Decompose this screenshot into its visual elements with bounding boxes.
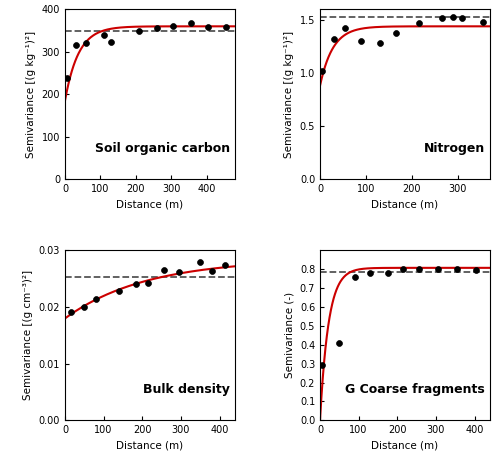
Y-axis label: Semivariance [(g kg⁻¹)²]: Semivariance [(g kg⁻¹)²] [26, 31, 36, 158]
Point [384, 269, 392, 277]
Point [196, 258, 204, 266]
Point [318, 67, 326, 75]
Point [115, 288, 123, 295]
Point [479, 18, 487, 26]
Point [222, 261, 230, 269]
Point [92, 295, 100, 302]
Point [336, 339, 344, 347]
Text: Soil organic carbon: Soil organic carbon [95, 142, 230, 155]
Text: G Coarse fragments: G Coarse fragments [345, 383, 485, 396]
Point [63, 74, 71, 82]
Point [351, 273, 359, 281]
Point [222, 23, 230, 31]
Point [434, 266, 442, 273]
Point [330, 35, 338, 43]
Point [453, 266, 461, 273]
Point [399, 266, 407, 273]
Point [376, 40, 384, 47]
Point [80, 304, 88, 311]
Point [175, 268, 183, 276]
Point [72, 42, 80, 49]
Point [144, 279, 152, 286]
X-axis label: Distance (m): Distance (m) [372, 441, 438, 451]
Point [208, 268, 216, 275]
Y-axis label: Semivariance [(g cm⁻³)²]: Semivariance [(g cm⁻³)²] [23, 270, 33, 401]
Point [169, 22, 177, 30]
Point [392, 29, 400, 36]
Point [186, 20, 194, 27]
Point [67, 308, 75, 315]
Point [132, 281, 140, 288]
Point [358, 37, 366, 45]
Point [472, 266, 480, 274]
X-axis label: Distance (m): Distance (m) [372, 199, 438, 210]
Point [318, 361, 326, 368]
X-axis label: Distance (m): Distance (m) [116, 199, 184, 210]
Point [438, 14, 446, 21]
Point [153, 24, 161, 31]
Text: Nitrogen: Nitrogen [424, 142, 485, 155]
Point [100, 31, 108, 39]
Text: Bulk density: Bulk density [143, 383, 230, 396]
Point [136, 27, 143, 34]
X-axis label: Distance (m): Distance (m) [116, 441, 184, 451]
Point [414, 266, 422, 273]
Point [107, 38, 115, 46]
Point [458, 14, 466, 21]
Y-axis label: Semivariance [(g kg⁻¹)²]: Semivariance [(g kg⁻¹)²] [284, 31, 294, 158]
Point [449, 13, 457, 21]
Point [204, 23, 212, 31]
Point [415, 20, 423, 27]
Point [342, 25, 349, 32]
Y-axis label: Semivariance (-): Semivariance (-) [284, 292, 294, 378]
Point [82, 40, 90, 47]
Point [366, 269, 374, 277]
Point [160, 267, 168, 274]
